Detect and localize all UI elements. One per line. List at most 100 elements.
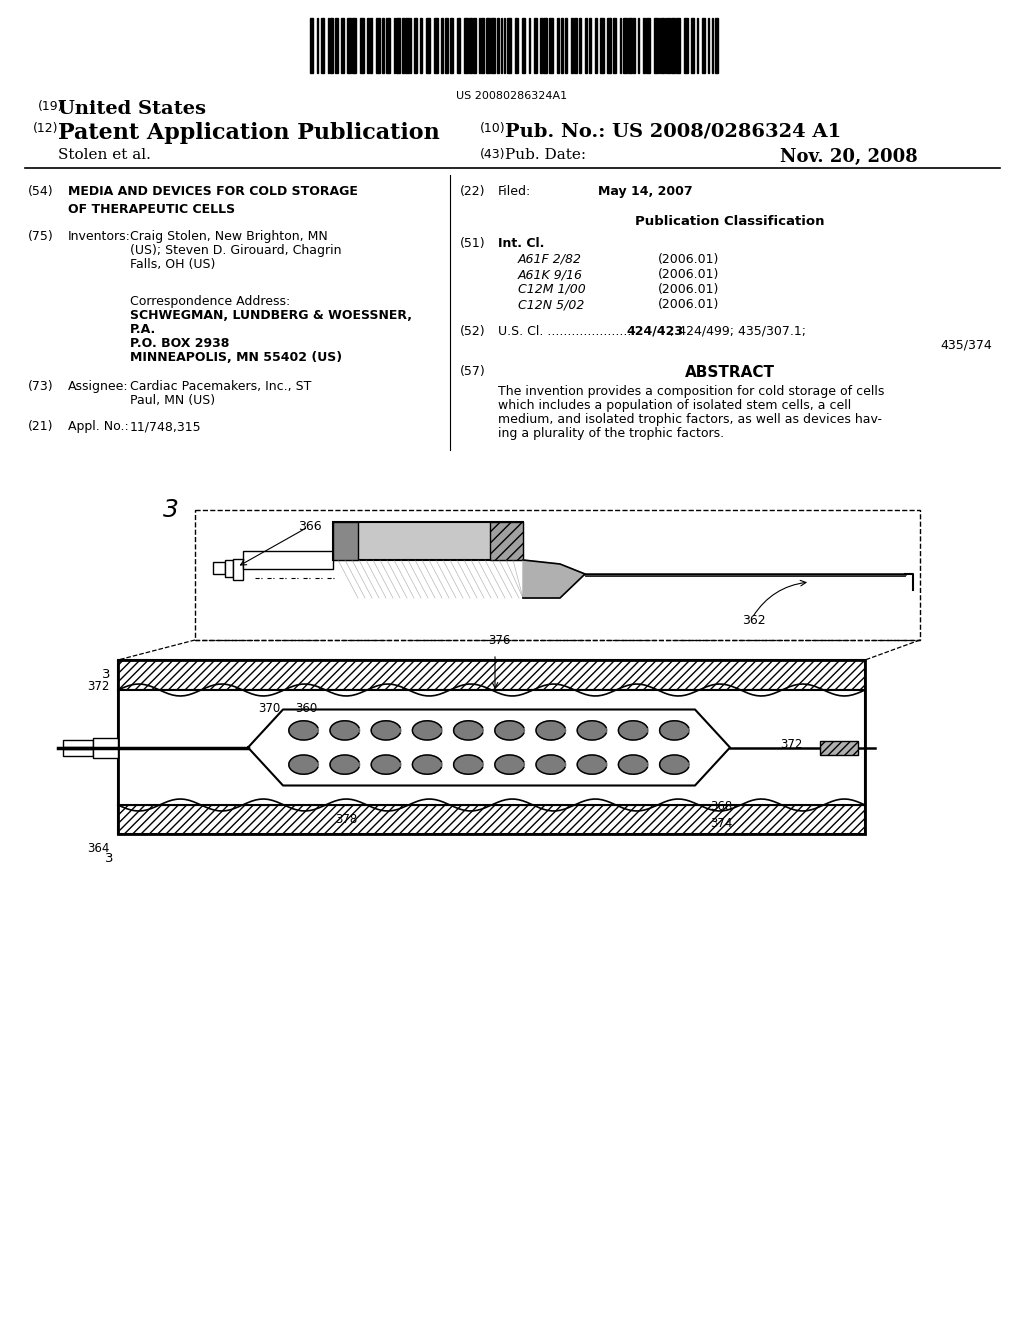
- Polygon shape: [289, 755, 318, 775]
- Polygon shape: [495, 721, 524, 741]
- Polygon shape: [659, 755, 689, 775]
- Bar: [676, 18, 680, 73]
- Text: (51): (51): [460, 238, 485, 249]
- Polygon shape: [618, 721, 648, 741]
- Bar: [715, 18, 718, 73]
- Bar: [333, 521, 523, 560]
- Bar: [671, 18, 675, 73]
- Text: 3: 3: [101, 668, 110, 681]
- Text: which includes a population of isolated stem cells, a cell: which includes a population of isolated …: [498, 399, 851, 412]
- Bar: [434, 18, 438, 73]
- Polygon shape: [495, 755, 524, 775]
- Text: MINNEAPOLIS, MN 55402 (US): MINNEAPOLIS, MN 55402 (US): [130, 351, 342, 364]
- Polygon shape: [330, 755, 359, 775]
- Bar: [450, 18, 453, 73]
- Bar: [347, 18, 351, 73]
- Text: 424/423: 424/423: [626, 325, 683, 338]
- Text: ing a plurality of the trophic factors.: ing a plurality of the trophic factors.: [498, 426, 724, 440]
- Bar: [426, 18, 430, 73]
- Bar: [543, 18, 547, 73]
- Text: Assignee:: Assignee:: [68, 380, 129, 393]
- Bar: [702, 18, 705, 73]
- Text: Cardiac Pacemakers, Inc., ST: Cardiac Pacemakers, Inc., ST: [130, 380, 311, 393]
- Text: (43): (43): [480, 148, 506, 161]
- Text: (2006.01): (2006.01): [658, 253, 720, 267]
- Text: ABSTRACT: ABSTRACT: [685, 366, 775, 380]
- Bar: [557, 18, 559, 73]
- Bar: [464, 18, 468, 73]
- Text: Nov. 20, 2008: Nov. 20, 2008: [780, 148, 918, 166]
- Text: (54): (54): [28, 185, 53, 198]
- Bar: [549, 18, 553, 73]
- Bar: [662, 18, 664, 73]
- Text: 360: 360: [295, 702, 317, 715]
- Bar: [469, 18, 472, 73]
- Bar: [335, 18, 338, 73]
- Bar: [507, 18, 511, 73]
- Bar: [574, 18, 577, 73]
- Bar: [457, 18, 460, 73]
- Text: 3: 3: [163, 498, 179, 521]
- Text: 366: 366: [298, 520, 322, 533]
- Bar: [600, 18, 604, 73]
- Text: US 20080286324A1: US 20080286324A1: [457, 91, 567, 102]
- Bar: [486, 18, 490, 73]
- Text: Falls, OH (US): Falls, OH (US): [130, 257, 215, 271]
- Bar: [225, 560, 233, 577]
- Bar: [481, 18, 484, 73]
- Bar: [589, 18, 591, 73]
- Bar: [654, 18, 658, 73]
- Bar: [333, 521, 358, 560]
- Bar: [402, 18, 404, 73]
- Text: (12): (12): [33, 121, 58, 135]
- Polygon shape: [578, 755, 607, 775]
- Bar: [497, 18, 499, 73]
- Text: (2006.01): (2006.01): [658, 268, 720, 281]
- Bar: [607, 18, 611, 73]
- Text: 368: 368: [710, 800, 732, 813]
- Polygon shape: [618, 755, 648, 775]
- Bar: [352, 18, 356, 73]
- Text: (2006.01): (2006.01): [658, 298, 720, 312]
- Bar: [93, 738, 118, 758]
- Bar: [406, 18, 409, 73]
- Text: (52): (52): [460, 325, 485, 338]
- Polygon shape: [371, 755, 400, 775]
- Text: Craig Stolen, New Brighton, MN: Craig Stolen, New Brighton, MN: [130, 230, 328, 243]
- Text: Pub. Date:: Pub. Date:: [505, 148, 586, 162]
- Text: medium, and isolated trophic factors, as well as devices hav-: medium, and isolated trophic factors, as…: [498, 413, 882, 426]
- Bar: [233, 558, 243, 579]
- Text: SCHWEGMAN, LUNDBERG & WOESSNER,: SCHWEGMAN, LUNDBERG & WOESSNER,: [130, 309, 412, 322]
- Polygon shape: [413, 721, 442, 741]
- Bar: [396, 18, 400, 73]
- Bar: [623, 18, 627, 73]
- Text: 362: 362: [742, 614, 766, 627]
- Text: P.O. BOX 2938: P.O. BOX 2938: [130, 337, 229, 350]
- Bar: [382, 18, 384, 73]
- Text: Appl. No.:: Appl. No.:: [68, 420, 129, 433]
- Bar: [441, 18, 443, 73]
- Bar: [643, 18, 645, 73]
- Polygon shape: [118, 660, 865, 690]
- Text: (US); Steven D. Girouard, Chagrin: (US); Steven D. Girouard, Chagrin: [130, 244, 341, 257]
- Bar: [595, 18, 597, 73]
- Text: 3: 3: [104, 851, 113, 865]
- Text: The invention provides a composition for cold storage of cells: The invention provides a composition for…: [498, 385, 885, 399]
- Text: Paul, MN (US): Paul, MN (US): [130, 393, 215, 407]
- Text: 372: 372: [780, 738, 803, 751]
- Text: Publication Classification: Publication Classification: [635, 215, 824, 228]
- Polygon shape: [454, 721, 483, 741]
- Bar: [820, 741, 858, 755]
- Bar: [561, 18, 563, 73]
- Text: 374: 374: [710, 817, 732, 830]
- Bar: [360, 18, 364, 73]
- Text: (19): (19): [38, 100, 63, 114]
- Bar: [684, 18, 688, 73]
- Bar: [473, 18, 476, 73]
- Text: A61F 2/82: A61F 2/82: [518, 253, 582, 267]
- Text: C12N 5/02: C12N 5/02: [518, 298, 585, 312]
- Bar: [330, 18, 333, 73]
- Text: Int. Cl.: Int. Cl.: [498, 238, 545, 249]
- Bar: [534, 18, 537, 73]
- Text: C12M 1/00: C12M 1/00: [518, 282, 586, 296]
